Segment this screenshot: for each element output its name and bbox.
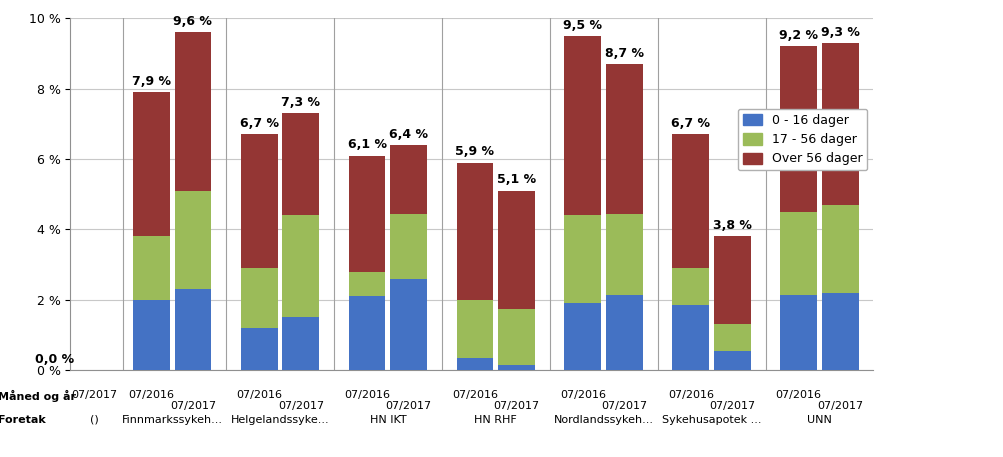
Bar	[390, 145, 426, 213]
Text: 5,9 %: 5,9 %	[455, 145, 493, 158]
Text: Sykehusapotek ...: Sykehusapotek ...	[661, 414, 760, 425]
Bar	[241, 328, 277, 370]
Bar	[390, 213, 426, 279]
Text: 07/2016: 07/2016	[236, 390, 282, 399]
Text: Foretak: Foretak	[0, 414, 46, 425]
Text: 07/2017: 07/2017	[709, 401, 755, 411]
Bar	[241, 268, 277, 328]
Text: 9,3 %: 9,3 %	[820, 26, 859, 39]
Bar	[821, 43, 858, 205]
Text: 07/2016: 07/2016	[451, 390, 497, 399]
Text: 9,5 %: 9,5 %	[563, 19, 602, 32]
Text: HN IKT: HN IKT	[369, 414, 406, 425]
Text: 07/2017: 07/2017	[493, 401, 540, 411]
Bar	[132, 236, 170, 300]
Text: 07/2016: 07/2016	[128, 390, 175, 399]
Bar	[282, 318, 319, 370]
Text: 6,4 %: 6,4 %	[389, 128, 428, 141]
Text: 5,1 %: 5,1 %	[496, 174, 536, 186]
Bar	[672, 305, 708, 370]
Text: 7,3 %: 7,3 %	[281, 96, 320, 109]
Bar	[390, 279, 426, 370]
Bar	[241, 134, 277, 268]
Bar	[175, 191, 211, 289]
Text: 07/2016: 07/2016	[667, 390, 713, 399]
Text: 07/2016: 07/2016	[560, 390, 605, 399]
Bar	[821, 293, 858, 370]
Text: 6,1 %: 6,1 %	[347, 138, 386, 151]
Bar	[672, 268, 708, 305]
Bar	[564, 36, 601, 215]
Text: 07/2017: 07/2017	[278, 401, 324, 411]
Bar	[713, 324, 750, 351]
Bar	[606, 213, 642, 294]
Text: (): ()	[90, 414, 99, 425]
Text: 6,7 %: 6,7 %	[240, 117, 279, 130]
Text: HN RHF: HN RHF	[474, 414, 517, 425]
Bar	[132, 92, 170, 236]
Bar	[779, 212, 816, 294]
Bar	[606, 294, 642, 370]
Bar	[564, 303, 601, 370]
Bar	[779, 294, 816, 370]
Text: Måned og år: Måned og år	[0, 390, 76, 402]
Bar	[606, 64, 642, 213]
Bar	[497, 365, 535, 370]
Bar	[713, 236, 750, 324]
Text: 07/2017: 07/2017	[170, 401, 216, 411]
Text: Nordlandssykeh...: Nordlandssykeh...	[553, 414, 653, 425]
Text: 9,2 %: 9,2 %	[778, 29, 817, 42]
Text: 6,7 %: 6,7 %	[671, 117, 709, 130]
Bar	[175, 289, 211, 370]
Bar	[456, 358, 492, 370]
Bar	[456, 163, 492, 300]
Bar	[779, 47, 816, 212]
Bar	[132, 300, 170, 370]
Text: 07/2017: 07/2017	[385, 401, 431, 411]
Text: 0,0 %: 0,0 %	[35, 353, 74, 366]
Bar	[175, 32, 211, 191]
Bar	[497, 308, 535, 365]
Legend: 0 - 16 dager, 17 - 56 dager, Over 56 dager: 0 - 16 dager, 17 - 56 dager, Over 56 dag…	[737, 109, 867, 170]
Bar	[348, 296, 385, 370]
Text: 07/2017: 07/2017	[601, 401, 647, 411]
Text: UNN: UNN	[806, 414, 831, 425]
Text: 07/2017: 07/2017	[71, 390, 117, 399]
Text: 07/2016: 07/2016	[344, 390, 389, 399]
Bar	[564, 215, 601, 303]
Text: 8,7 %: 8,7 %	[605, 47, 643, 60]
Bar	[713, 351, 750, 370]
Bar	[282, 215, 319, 318]
Bar	[456, 300, 492, 358]
Text: 9,6 %: 9,6 %	[174, 15, 212, 28]
Bar	[348, 155, 385, 271]
Text: 7,9 %: 7,9 %	[131, 75, 171, 88]
Text: Helgelandssyke...: Helgelandssyke...	[231, 414, 329, 425]
Bar	[672, 134, 708, 268]
Text: 07/2017: 07/2017	[816, 401, 863, 411]
Text: 07/2016: 07/2016	[775, 390, 820, 399]
Bar	[282, 113, 319, 215]
Bar	[348, 271, 385, 296]
Bar	[497, 191, 535, 308]
Bar	[821, 205, 858, 293]
Text: 3,8 %: 3,8 %	[712, 219, 751, 232]
Text: Finnmarkssykeh...: Finnmarkssykeh...	[121, 414, 223, 425]
